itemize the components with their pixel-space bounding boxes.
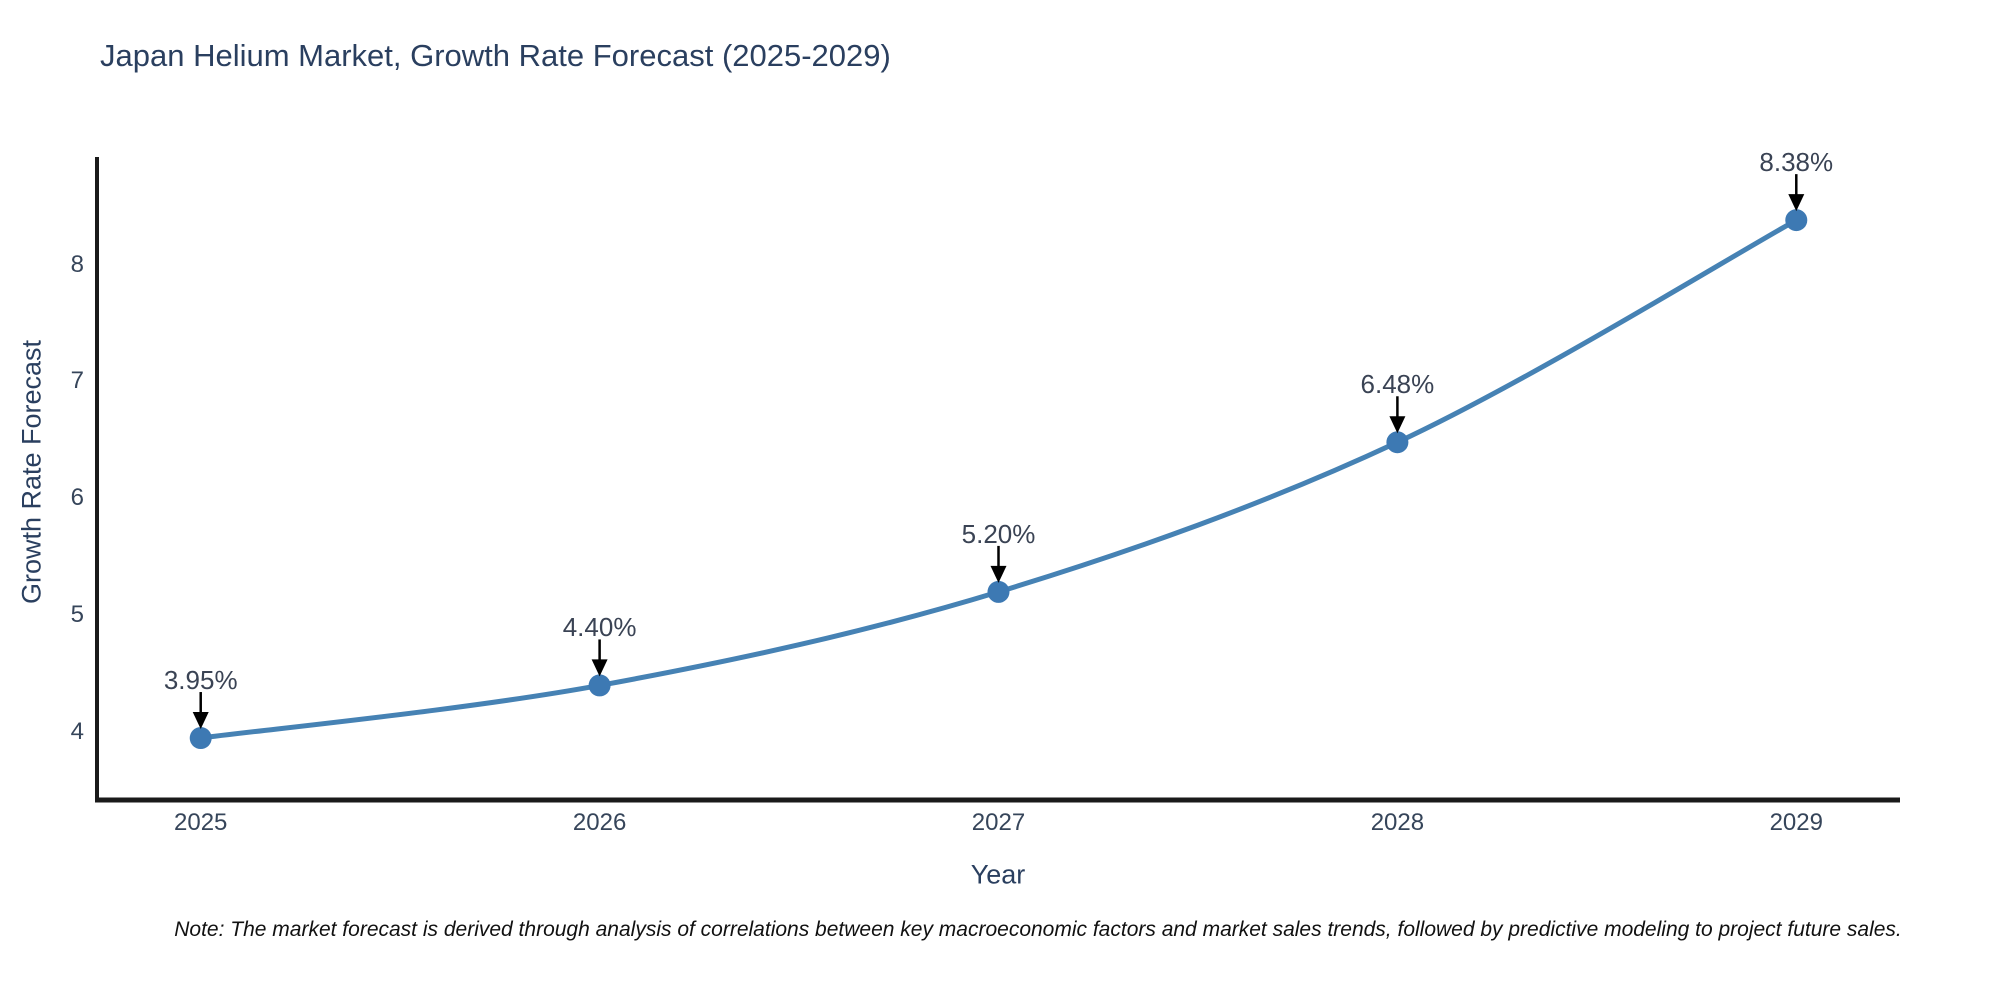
chart-title: Japan Helium Market, Growth Rate Forecas… <box>100 38 891 73</box>
x-axis-title: Year <box>970 859 1026 890</box>
y-tick-label: 8 <box>70 250 84 278</box>
x-tick-label: 2025 <box>174 809 228 836</box>
annotation-arrowhead <box>591 659 608 677</box>
footnote: Note: The market forecast is derived thr… <box>174 918 1902 941</box>
data-point-label: 3.95% <box>163 665 238 696</box>
y-tick-label: 6 <box>70 484 84 512</box>
data-point-label: 6.48% <box>1360 369 1435 400</box>
data-point-label: 5.20% <box>961 518 1036 549</box>
y-tick-label: 5 <box>70 601 84 629</box>
data-point-marker <box>1785 209 1808 232</box>
data-point-label: 8.38% <box>1759 147 1834 178</box>
data-point-marker <box>987 580 1010 603</box>
data-point-marker <box>189 727 212 750</box>
data-point-marker <box>1386 431 1409 454</box>
annotation-arrowhead <box>990 565 1007 583</box>
x-tick-label: 2027 <box>971 809 1026 836</box>
data-point-marker <box>588 674 611 697</box>
annotation-arrowhead <box>192 712 209 730</box>
trend-line <box>198 217 1799 741</box>
y-tick-label: 4 <box>70 718 84 746</box>
x-tick-label: 2028 <box>1370 809 1425 836</box>
annotation-arrowhead <box>1788 194 1805 212</box>
x-tick-label: 2026 <box>572 809 627 836</box>
y-tick-label: 7 <box>70 367 84 395</box>
annotation-arrowhead <box>1389 416 1406 434</box>
data-point-label: 4.40% <box>562 612 637 643</box>
x-tick-label: 2029 <box>1769 809 1823 836</box>
